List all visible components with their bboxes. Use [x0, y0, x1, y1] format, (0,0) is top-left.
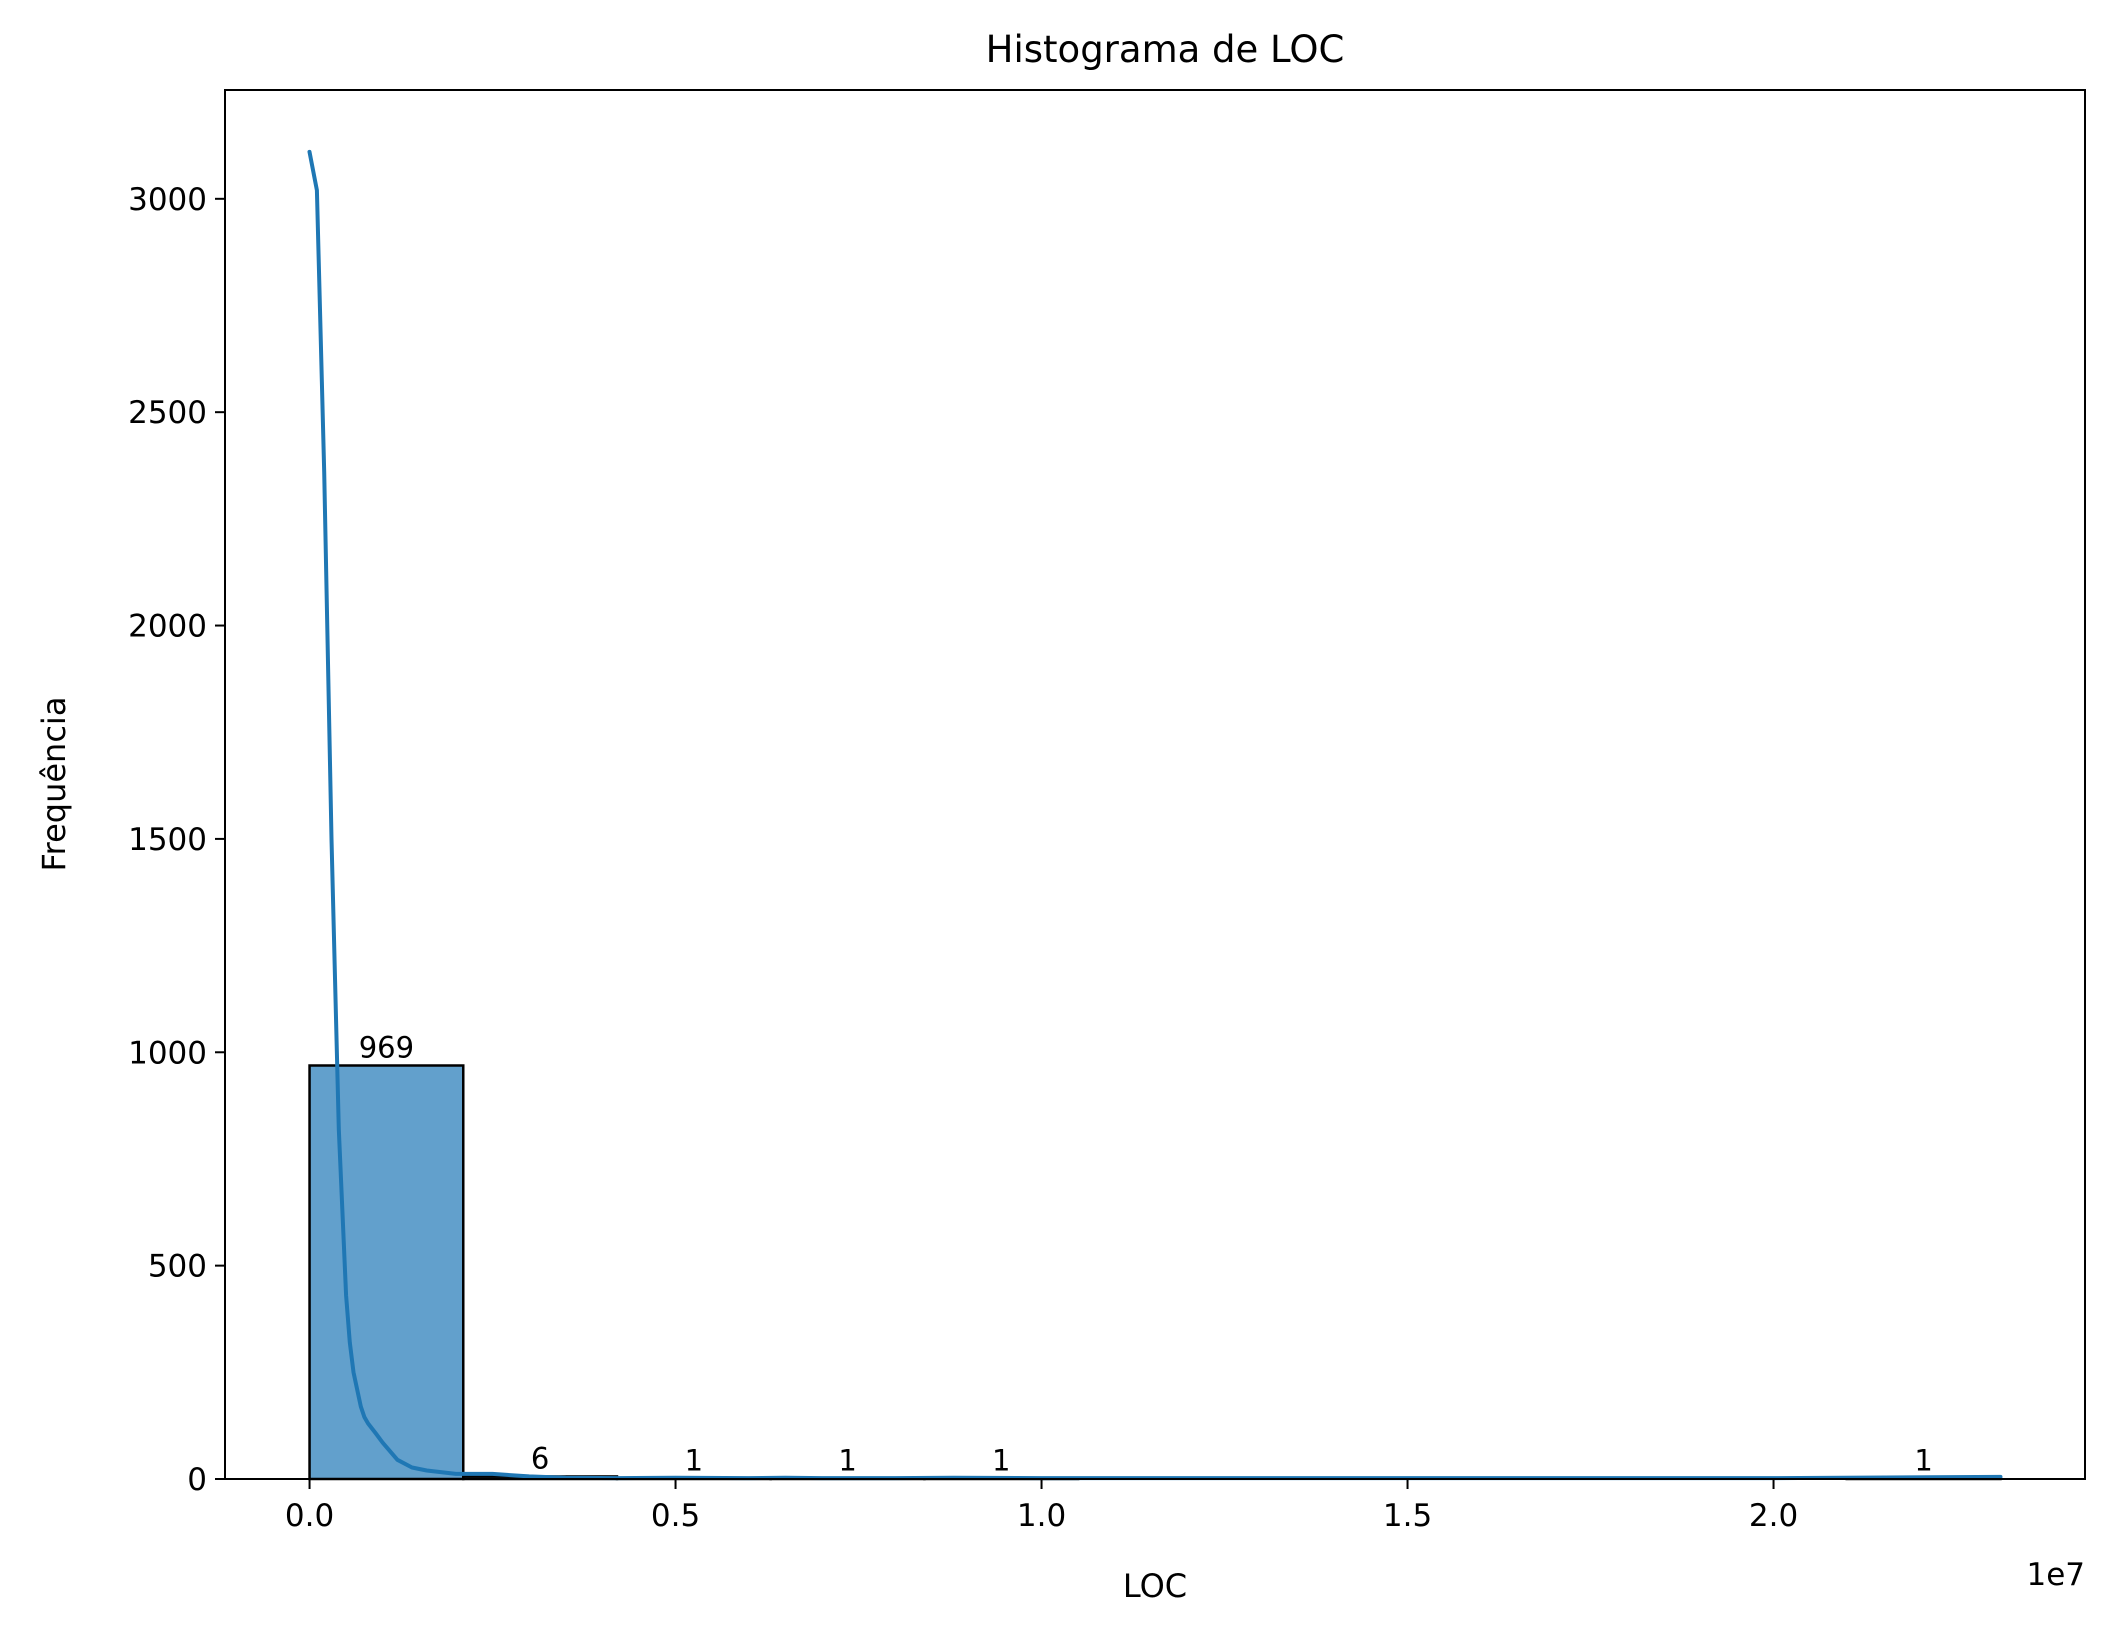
y-tick-label: 3000 [128, 182, 207, 218]
bar-count-label: 1 [685, 1444, 703, 1478]
y-axis-ticks: 0 500 1000 1500 2000 2500 3000 [128, 182, 225, 1498]
bar-labels-layer: 969 6 1 1 1 1 [359, 1031, 1933, 1478]
y-tick-label: 2500 [128, 395, 207, 431]
y-axis-label: Frequência [35, 697, 73, 872]
y-tick-label: 1000 [128, 1035, 207, 1071]
x-axis-ticks: 0.0 0.5 1.0 1.5 2.0 [285, 1479, 1798, 1534]
plot-frame [224, 89, 2086, 1480]
y-tick-label: 0 [187, 1462, 207, 1498]
bar-count-label: 1 [838, 1444, 856, 1478]
x-tick-label: 1.0 [1017, 1498, 1066, 1534]
x-tick-label: 0.0 [285, 1498, 334, 1534]
bar-count-label: 969 [359, 1031, 414, 1065]
y-tick-label: 2000 [128, 609, 207, 645]
x-axis-offset-label: 1e7 [2026, 1557, 2085, 1593]
y-tick-label: 1500 [128, 822, 207, 858]
x-tick-label: 1.5 [1383, 1498, 1432, 1534]
x-axis-label: LOC [1123, 1567, 1187, 1605]
x-tick-label: 0.5 [651, 1498, 700, 1534]
y-tick-label: 500 [148, 1249, 207, 1285]
bar-count-label: 1 [1914, 1444, 1932, 1478]
x-tick-label: 2.0 [1749, 1498, 1798, 1534]
bar-count-label: 1 [992, 1444, 1010, 1478]
histogram-bar [308, 1064, 465, 1481]
bar-count-label: 6 [531, 1441, 549, 1475]
chart-title: Histograma de LOC [986, 28, 1345, 71]
